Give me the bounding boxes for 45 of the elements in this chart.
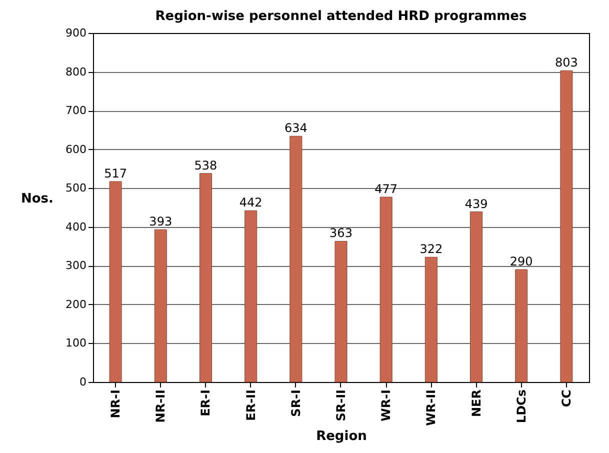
bar	[290, 136, 302, 382]
bar	[424, 256, 438, 382]
data-label: 439	[464, 196, 488, 211]
data-label: 517	[104, 166, 127, 181]
data-label: 442	[239, 196, 262, 210]
bar	[109, 181, 122, 382]
y-tick-label: 500	[66, 182, 86, 195]
data-label: 363	[330, 226, 352, 240]
y-tick-label: 900	[66, 26, 86, 40]
x-tick-label: WR-II	[424, 390, 438, 426]
x-tick-label: NER	[469, 390, 484, 417]
bar	[470, 212, 483, 382]
x-tick-label: CC	[559, 389, 574, 408]
chart-title: Region-wise personnel attended HRD programmes	[155, 9, 527, 24]
y-tick-label: 100	[66, 336, 86, 350]
y-tick-label: 800	[66, 65, 86, 78]
y-tick-label: 600	[66, 142, 86, 156]
y-axis-title: Nos.	[21, 192, 54, 206]
data-label: 634	[284, 121, 308, 136]
x-tick-label: WR-I	[379, 390, 394, 422]
bar	[560, 70, 573, 382]
y-tick-label: 300	[66, 259, 86, 272]
x-tick-label: NR-I	[108, 390, 123, 418]
bar	[199, 173, 212, 382]
x-tick-label: SR-II	[334, 390, 348, 422]
bar	[334, 240, 348, 382]
x-tick-label: LDCs	[514, 390, 528, 424]
bar	[380, 196, 392, 382]
bar	[154, 229, 167, 382]
y-tick-label: 700	[66, 104, 86, 118]
x-tick-label: ER-I	[198, 390, 213, 416]
data-label: 538	[194, 158, 218, 172]
bar	[244, 210, 258, 382]
data-label: 393	[149, 214, 172, 229]
x-axis-title: Region	[316, 428, 367, 444]
data-label: 322	[420, 242, 443, 256]
data-label: 803	[555, 56, 578, 70]
y-tick-label: 0	[80, 376, 86, 388]
y-tick-label: 200	[66, 298, 86, 311]
x-tick-label: ER-II	[244, 390, 258, 421]
y-tick-label: 400	[66, 220, 86, 234]
x-tick-label: SR-I	[288, 390, 303, 417]
bar	[515, 269, 528, 382]
data-label: 290	[510, 254, 533, 269]
x-tick-label: NR-II	[154, 390, 168, 423]
